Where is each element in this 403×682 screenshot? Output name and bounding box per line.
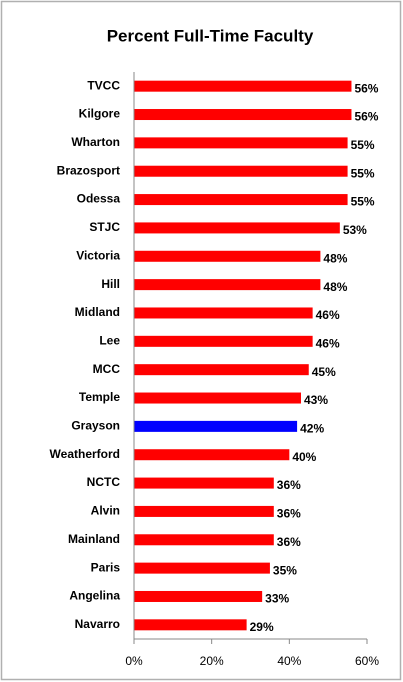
value-label: 56% xyxy=(354,110,378,124)
y-tick-label: Brazosport xyxy=(57,163,120,177)
bar xyxy=(134,449,290,461)
bar xyxy=(134,222,340,234)
x-tick-label: 40% xyxy=(277,654,301,668)
y-tick-label: Mainland xyxy=(68,532,120,546)
bar xyxy=(134,109,352,121)
bar xyxy=(134,364,309,376)
y-tick-label: Odessa xyxy=(77,192,121,206)
bar xyxy=(134,165,348,177)
y-tick-label: Victoria xyxy=(76,248,120,262)
y-tick-label: Navarro xyxy=(75,617,120,631)
y-tick-label: Lee xyxy=(99,333,120,347)
value-label: 55% xyxy=(351,166,375,180)
value-label: 56% xyxy=(354,81,378,95)
value-label: 42% xyxy=(300,422,324,436)
value-label: 55% xyxy=(351,195,375,209)
value-label: 48% xyxy=(323,280,347,294)
bar xyxy=(134,307,313,319)
y-tick-label: Temple xyxy=(79,390,120,404)
chart-title: Percent Full-Time Faculty xyxy=(107,26,314,45)
bar xyxy=(134,420,298,432)
bar xyxy=(134,477,274,489)
value-label: 36% xyxy=(277,507,301,521)
value-label: 36% xyxy=(277,478,301,492)
value-label: 53% xyxy=(343,223,367,237)
value-label: 35% xyxy=(273,563,297,577)
value-label: 46% xyxy=(316,336,340,350)
y-tick-label: MCC xyxy=(93,362,121,376)
y-tick-label: Grayson xyxy=(71,419,120,433)
y-tick-label: STJC xyxy=(89,220,120,234)
bar xyxy=(134,590,263,602)
y-tick-label: NCTC xyxy=(87,475,121,489)
bar xyxy=(134,80,352,92)
y-tick-label: Midland xyxy=(75,305,120,319)
y-tick-label: Angelina xyxy=(69,589,120,603)
value-label: 36% xyxy=(277,535,301,549)
value-label: 55% xyxy=(351,138,375,152)
y-tick-label: Alvin xyxy=(91,504,120,518)
y-tick-label: Paris xyxy=(91,560,121,574)
x-tick-label: 20% xyxy=(200,654,224,668)
value-label: 33% xyxy=(265,592,289,606)
y-tick-label: TVCC xyxy=(87,78,120,92)
value-label: 45% xyxy=(312,365,336,379)
bar xyxy=(134,505,274,517)
y-tick-label: Hill xyxy=(101,277,120,291)
value-label: 46% xyxy=(316,308,340,322)
bar xyxy=(134,335,313,347)
y-tick-label: Kilgore xyxy=(79,107,121,121)
x-tick-label: 0% xyxy=(125,654,143,668)
value-label: 40% xyxy=(292,450,316,464)
bar xyxy=(134,619,247,631)
bar xyxy=(134,534,274,546)
y-tick-label: Weatherford xyxy=(50,447,120,461)
bar xyxy=(134,392,301,404)
bar xyxy=(134,279,321,291)
bar xyxy=(134,194,348,206)
x-tick-label: 60% xyxy=(355,654,379,668)
value-label: 29% xyxy=(250,620,274,634)
value-label: 43% xyxy=(304,393,328,407)
bar xyxy=(134,250,321,262)
bar xyxy=(134,137,348,149)
y-tick-label: Wharton xyxy=(71,135,120,149)
value-label: 48% xyxy=(323,251,347,265)
bar xyxy=(134,562,270,574)
